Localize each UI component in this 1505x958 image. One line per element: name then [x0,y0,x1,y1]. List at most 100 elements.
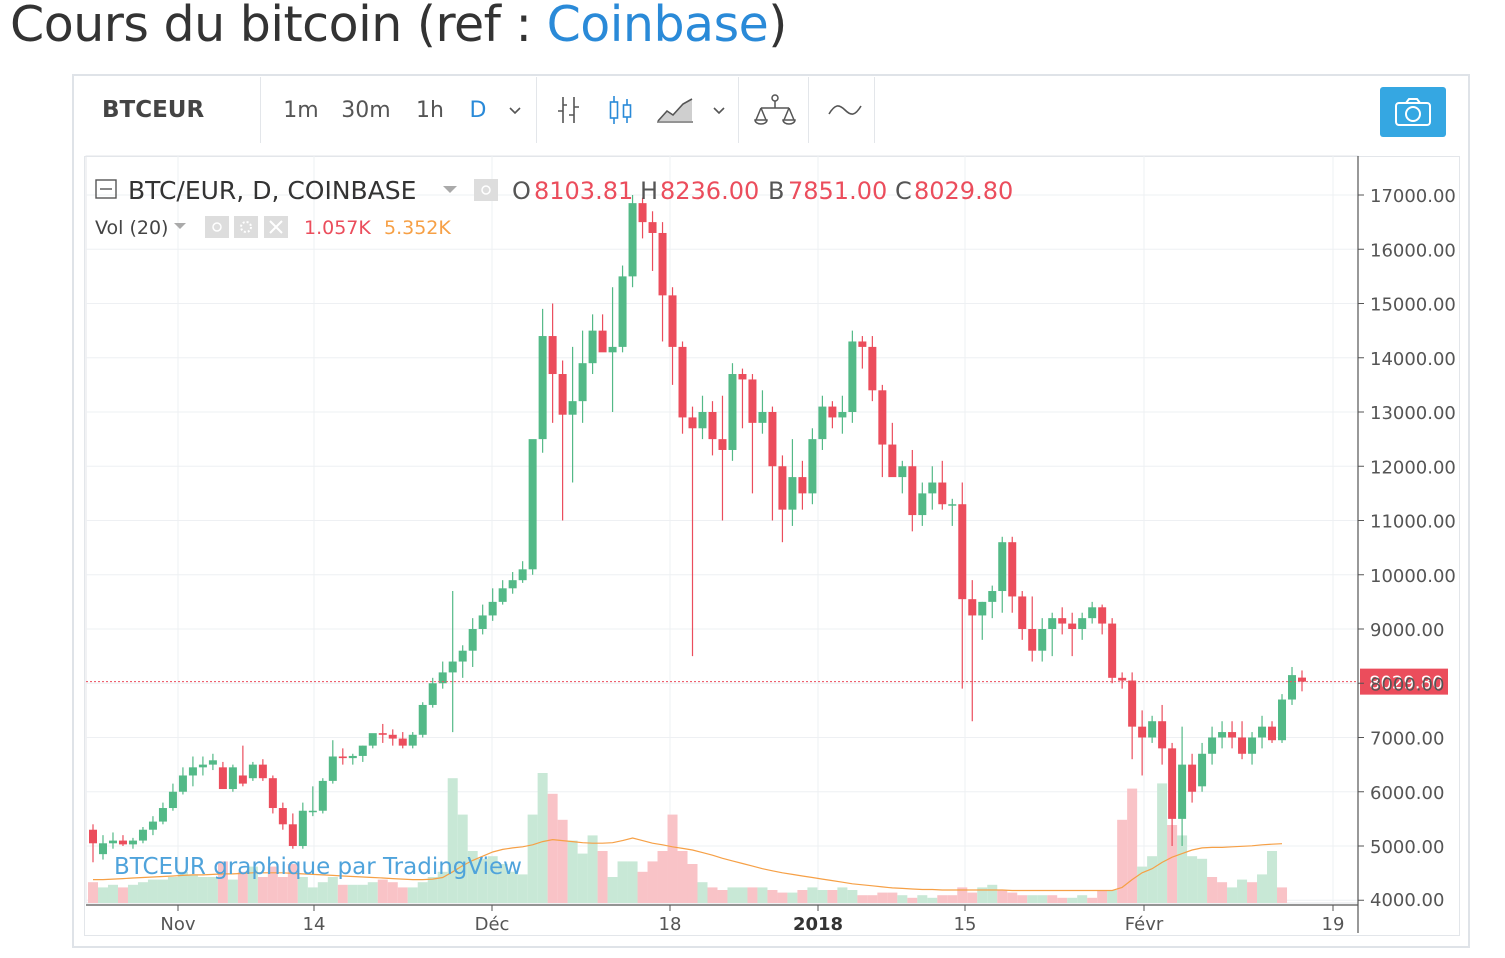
volume-bar [317,882,328,903]
volume-bar [1157,783,1168,903]
candle-body [608,346,617,353]
volume-ma-line [93,837,1283,892]
legend-dropdown-icon[interactable] [443,186,457,193]
volume-bar [127,884,138,903]
legend-symbol[interactable]: BTC/EUR, D, COINBASE [128,176,416,205]
candle-body [798,477,807,494]
candle-body [738,374,747,380]
interval-dropdown-chevron-icon[interactable] [500,77,530,143]
candle-body [1048,618,1057,629]
volume-bar [567,840,578,903]
volume-bar [707,887,718,903]
compare-scales-icon[interactable] [744,77,806,143]
candle-body [838,412,847,418]
coinbase-link[interactable]: Coinbase [546,0,769,53]
interval-30m-button[interactable]: 30m [341,97,391,123]
volume-bar [1047,895,1058,903]
volume-bar [1037,895,1048,903]
volume-bar [917,895,928,903]
volume-bar [277,877,288,903]
interval-d-button[interactable]: D [469,97,487,123]
volume-bar [467,851,478,903]
candle-body [1268,726,1277,741]
candle-body [638,203,647,223]
candle-body [1078,618,1087,629]
interval-1m-button[interactable]: 1m [283,97,319,123]
volume-bar [767,890,778,903]
candle-body [1138,726,1147,738]
candle-body [708,412,717,440]
candle-body [1018,596,1027,629]
candle-body [1088,607,1097,619]
volume-bar [927,897,938,903]
candle-body [278,808,287,825]
candle-body [558,374,567,415]
volume-bar [987,884,998,903]
volume-settings-gear-icon[interactable] [234,216,258,238]
indicators-icon[interactable] [818,77,872,143]
candle-body [618,276,627,347]
interval-1h-button[interactable]: 1h [416,97,444,123]
volume-bar [1247,882,1258,903]
price-axis: 4000.00 5000.00 6000.00 7000.00 8000.00 9000.… [1357,156,1456,933]
candles-chart-icon[interactable] [596,77,646,143]
high-label: H [640,177,658,205]
volume-bars [88,773,1288,903]
toolbar-divider [738,77,739,143]
y-tick-label: 6000.00 [1370,783,1444,804]
volume-eye-icon[interactable] [205,216,229,238]
volume-bar [947,895,958,903]
candle-body [198,764,207,768]
legend-eye-icon[interactable] [474,179,498,201]
volume-bar [647,861,658,903]
volume-bar [677,851,688,903]
candle-body [598,330,607,353]
open-label: O [512,177,531,205]
close-value: 8029.80 [914,177,1013,205]
candle-body [348,755,357,759]
volume-bar [657,851,668,903]
x-tick-label: Déc [475,914,510,935]
volume-bar [887,892,898,903]
volume-bar [267,866,278,903]
x-tick-label: 14 [303,914,326,935]
candle-body [398,738,407,746]
volume-bar [387,882,398,903]
y-tick-label: 14000.00 [1370,349,1456,370]
volume-bar [627,861,638,903]
volume-bar [1167,825,1178,903]
candle-body [678,346,687,418]
candle-body [1298,677,1306,682]
candle-body [298,810,307,846]
volume-bar [637,871,648,903]
candle-body [858,341,867,347]
tradingview-watermark[interactable]: BTCEUR graphique par TradingView [114,854,522,880]
candle-body [828,406,837,418]
bars-chart-icon[interactable] [546,77,592,143]
candle-body [1008,542,1017,597]
legend-block: BTC/EUR, D, COINBASE O 8103.81 H 8236.00… [95,176,1013,239]
last-price-line: 8029.80 [86,668,1448,695]
close-icon-glyph [269,220,283,234]
volume-bar [1107,890,1118,903]
volume-dropdown-icon[interactable] [174,223,186,229]
collapse-legend-icon[interactable] [95,179,117,199]
volume-label[interactable]: Vol (20) [95,217,168,239]
low-label: B [768,177,784,205]
volume-bar [147,879,158,903]
candle-body [378,733,387,735]
symbol-button[interactable]: BTCEUR [102,97,205,123]
volume-bar [997,890,1008,903]
area-chart-icon[interactable] [650,77,700,143]
chart-type-chevron-icon[interactable] [704,77,734,143]
volume-bar [1087,897,1098,903]
candle-body [148,821,157,830]
snapshot-camera-button[interactable] [1380,87,1446,137]
volume-bar [1137,866,1148,903]
candle-body [338,756,347,759]
volume-bar [847,890,858,903]
candle-body [1058,618,1067,624]
candle-body [1168,748,1177,819]
candle-body [1028,629,1037,651]
